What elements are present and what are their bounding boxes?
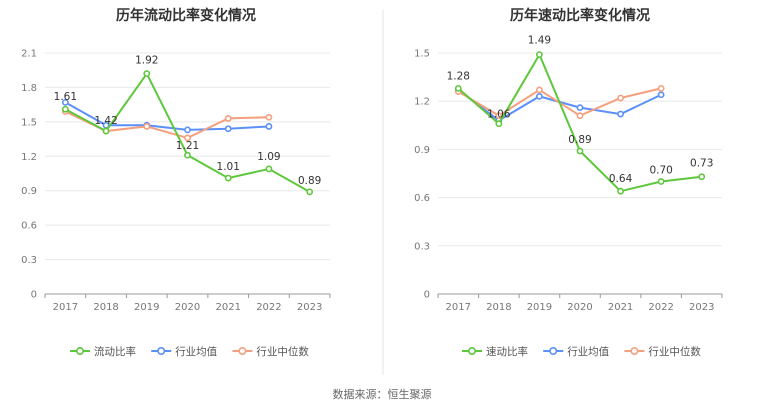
data-point-company bbox=[265, 165, 273, 173]
data-label: 0.64 bbox=[609, 173, 633, 185]
data-label: 1.06 bbox=[487, 109, 511, 121]
y-tick-label: 0.3 bbox=[21, 255, 37, 266]
x-tick-label: 2023 bbox=[689, 302, 714, 313]
x-tick-label: 2017 bbox=[53, 302, 78, 313]
data-point-company bbox=[224, 174, 232, 182]
y-tick-label: 0.9 bbox=[414, 145, 430, 156]
legend-marker bbox=[238, 346, 247, 355]
legend-label: 流动比率 bbox=[94, 345, 136, 358]
x-tick-label: 2019 bbox=[527, 302, 552, 313]
data-point-company bbox=[184, 151, 191, 159]
legend-item-industry_median[interactable]: 行业中位数 bbox=[232, 345, 309, 358]
data-point-company bbox=[536, 51, 543, 59]
legend-label: 速动比率 bbox=[486, 345, 528, 358]
legend-marker bbox=[549, 346, 558, 355]
data-point-company bbox=[143, 70, 151, 78]
data-label: 1.09 bbox=[257, 151, 280, 163]
data-point-industry_avg bbox=[61, 98, 69, 106]
legend-marker bbox=[630, 346, 639, 355]
legend-marker bbox=[157, 346, 166, 355]
legend-item-company[interactable]: 流动比率 bbox=[70, 345, 136, 358]
data-point-company bbox=[698, 173, 706, 181]
y-tick-label: 0.3 bbox=[414, 241, 430, 252]
data-label: 0.89 bbox=[568, 134, 591, 146]
y-tick-label: 1.5 bbox=[414, 49, 430, 60]
data-point-company bbox=[61, 105, 69, 113]
y-tick-label: 1.5 bbox=[21, 117, 37, 128]
data-point-industry_avg bbox=[536, 92, 543, 100]
legend-item-company[interactable]: 速动比率 bbox=[462, 345, 528, 358]
data-point-industry_median bbox=[265, 113, 273, 121]
legend-label: 行业中位数 bbox=[648, 345, 701, 358]
data-label: 0.89 bbox=[298, 175, 321, 187]
series-line-industry_avg bbox=[64, 101, 269, 131]
chart-title: 历年流动比率变化情况 bbox=[116, 7, 256, 24]
y-tick-label: 1.8 bbox=[21, 83, 37, 94]
data-point-industry_median bbox=[657, 84, 665, 92]
data-point-industry_median bbox=[224, 115, 232, 122]
data-label: 0.70 bbox=[649, 165, 672, 177]
legend-item-industry_median[interactable]: 行业中位数 bbox=[624, 345, 701, 358]
data-point-industry_avg bbox=[265, 123, 273, 130]
data-point-industry_avg bbox=[657, 91, 665, 99]
x-tick-label: 2020 bbox=[567, 302, 592, 313]
data-point-company bbox=[454, 84, 462, 92]
data-point-industry_median bbox=[576, 112, 584, 120]
y-tick-label: 0.9 bbox=[21, 186, 37, 197]
y-tick-label: 1.2 bbox=[414, 97, 430, 108]
data-point-company bbox=[495, 120, 503, 128]
data-label: 1.42 bbox=[94, 115, 117, 127]
data-point-industry_avg bbox=[184, 126, 191, 134]
data-point-industry_median bbox=[617, 94, 624, 102]
data-point-industry_median bbox=[143, 123, 151, 130]
y-tick-label: 0 bbox=[31, 290, 37, 301]
x-tick-label: 2022 bbox=[256, 302, 281, 313]
legend-item-industry_avg[interactable]: 行业均值 bbox=[543, 345, 610, 358]
x-tick-label: 2021 bbox=[215, 302, 240, 313]
legend-marker bbox=[467, 346, 476, 355]
data-point-industry_avg bbox=[617, 110, 624, 118]
x-tick-label: 2018 bbox=[486, 302, 511, 313]
data-label: 1.61 bbox=[54, 91, 77, 103]
x-tick-label: 2017 bbox=[446, 302, 471, 313]
data-label: 1.21 bbox=[176, 140, 199, 152]
x-tick-label: 2020 bbox=[175, 302, 200, 313]
legend-label: 行业均值 bbox=[175, 345, 217, 358]
data-label: 1.28 bbox=[447, 70, 470, 82]
legend-label: 行业均值 bbox=[567, 345, 609, 358]
data-point-company bbox=[102, 127, 110, 135]
data-point-industry_median bbox=[184, 134, 191, 142]
data-point-industry_median bbox=[495, 112, 503, 120]
legend-label: 行业中位数 bbox=[256, 345, 309, 358]
current-ratio-chart: 历年流动比率变化情况 0 0.3 0.6 0.9 1.2 1.5 1.8 2.1 2017 2018… bbox=[21, 7, 331, 358]
data-point-company bbox=[306, 188, 314, 196]
data-point-industry_avg bbox=[224, 125, 232, 133]
data-point-industry_avg bbox=[576, 104, 584, 112]
x-tick-label: 2023 bbox=[297, 302, 322, 313]
source-note: 数据来源：恒生聚源 bbox=[333, 387, 432, 401]
x-tick-label: 2019 bbox=[134, 302, 159, 313]
legend-marker bbox=[76, 346, 85, 355]
data-label: 1.01 bbox=[217, 161, 240, 173]
data-point-industry_median bbox=[536, 86, 543, 94]
x-tick-label: 2018 bbox=[93, 302, 118, 313]
data-point-company bbox=[657, 178, 665, 185]
data-label: 0.73 bbox=[690, 158, 713, 170]
x-tick-label: 2022 bbox=[648, 302, 673, 313]
y-tick-label: 2.1 bbox=[21, 49, 37, 60]
y-tick-label: 1.2 bbox=[21, 152, 37, 163]
chart-title: 历年速动比率变化情况 bbox=[510, 7, 650, 24]
y-tick-label: 0 bbox=[424, 290, 430, 301]
legend-item-industry_avg[interactable]: 行业均值 bbox=[151, 345, 218, 358]
quick-ratio-chart: 历年速动比率变化情况 0 0.3 0.6 0.9 1.2 1.5 2017 2018 2019 20… bbox=[414, 7, 723, 358]
data-point-company bbox=[617, 187, 624, 195]
x-tick-label: 2021 bbox=[608, 302, 633, 313]
y-tick-label: 0.6 bbox=[21, 221, 37, 232]
y-tick-label: 0.6 bbox=[414, 193, 430, 204]
data-label: 1.92 bbox=[135, 55, 158, 67]
data-label: 1.49 bbox=[528, 35, 551, 47]
data-point-company bbox=[576, 147, 584, 155]
